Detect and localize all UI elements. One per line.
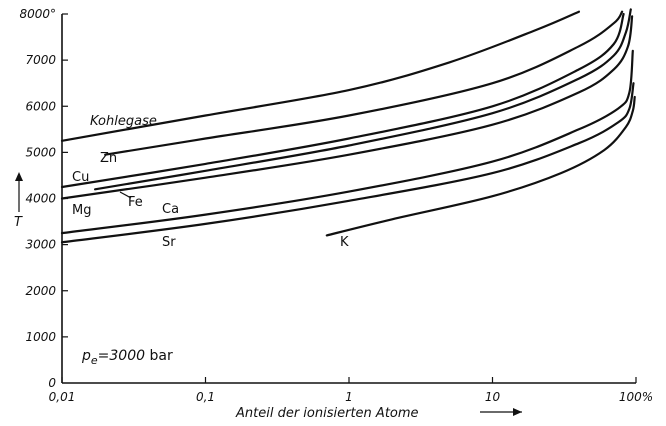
fe-leader-line <box>119 191 132 199</box>
series-line-mg <box>60 15 634 200</box>
y-tick-label: 1000 <box>25 330 56 344</box>
y-tick-label: 5000 <box>25 145 56 159</box>
series-line-sr <box>60 82 635 244</box>
series-label-mg: Mg <box>72 203 91 218</box>
series-line-zn <box>104 10 624 156</box>
y-tick-label: 6000 <box>25 99 56 113</box>
x-tick-label: 1 <box>345 390 353 404</box>
y-axis-title: T <box>14 215 23 230</box>
y-tick-label: 4000 <box>25 192 56 206</box>
series-line-kohlegase <box>60 10 580 142</box>
series-line-cu <box>60 12 625 189</box>
series-line-ca <box>60 49 634 235</box>
x-axis-title: Anteil der ionisierten Atome <box>235 406 419 421</box>
series-label-zn: Zn <box>100 151 117 166</box>
x-tick-label: 0,1 <box>196 390 215 404</box>
pressure-annotation: pe=3000 bar <box>81 348 173 367</box>
y-axis-arrowhead <box>15 172 23 181</box>
series-label-k: K <box>340 235 349 250</box>
y-tick-label: 7000 <box>25 53 56 67</box>
y-tick-label: 8000° <box>19 7 56 21</box>
series-label-ca: Ca <box>162 202 179 217</box>
x-tick-label: 10 <box>485 390 501 404</box>
series-label-cu: Cu <box>72 170 89 185</box>
x-tick-label: 0,01 <box>49 390 76 404</box>
x-axis-arrowhead <box>513 408 522 416</box>
series-line-k <box>325 95 636 237</box>
y-tick-label: 2000 <box>25 284 56 298</box>
series-label-fe: Fe <box>128 195 143 210</box>
series-label-kohlegase: Kohlegase <box>90 114 157 129</box>
labels-layer: Anteil der ionisierten Atome Tpe=3000 bar… <box>14 114 522 421</box>
series-label-sr: Sr <box>162 235 176 250</box>
series-layer <box>60 8 636 244</box>
x-tick-label: 100% <box>619 390 653 404</box>
series-line-fe <box>94 8 632 191</box>
axes: 0 1000 2000 3000 4000 5000 6000 7000 8000° 0,01 0,… <box>19 7 653 404</box>
y-tick-label: 3000 <box>25 238 56 252</box>
y-tick-label: 0 <box>48 376 56 390</box>
